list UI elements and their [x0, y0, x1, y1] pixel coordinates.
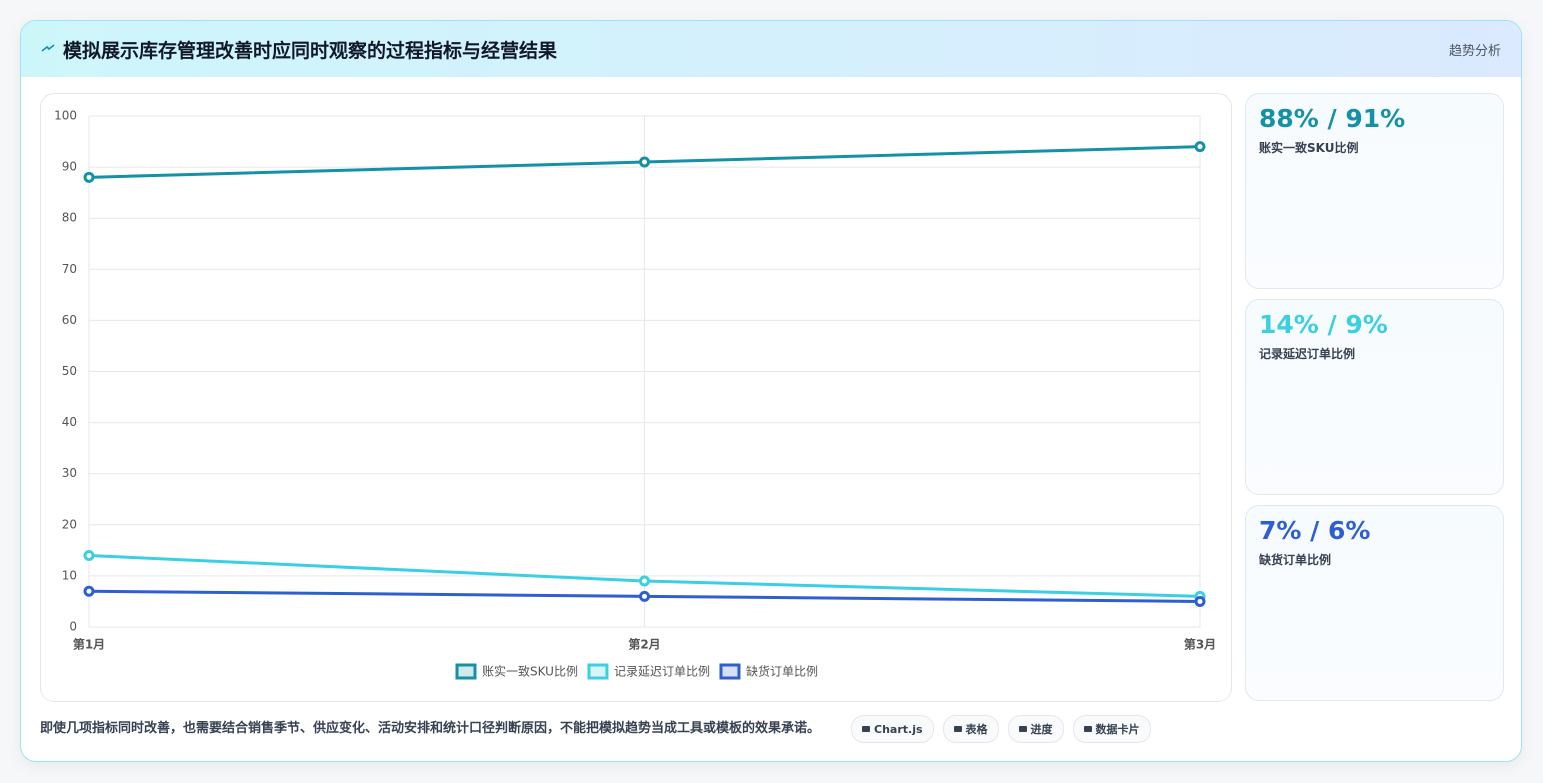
dashboard-card: 模拟展示库存管理改善时应同时观察的过程指标与经营结果 趋势分析 0 10 20 30 4…: [20, 20, 1522, 762]
kpi-value: 88% / 91%: [1259, 104, 1406, 133]
kpi-label: 记录延迟订单比例: [1259, 347, 1356, 361]
y-tick-label: 50: [62, 364, 77, 378]
badge-icon: [1018, 726, 1027, 732]
data-point: [639, 590, 650, 602]
title-icon: [41, 44, 55, 52]
legend-label: 缺货订单比例: [746, 664, 818, 679]
tag: 趋势分析: [1448, 44, 1501, 59]
y-tick-label: 80: [62, 211, 77, 225]
title: 模拟展示库存管理改善时应同时观察的过程指标与经营结果: [63, 40, 558, 62]
legend-swatch: [719, 663, 741, 680]
y-tick-label: 20: [62, 517, 77, 531]
badge-label: Chart.js: [874, 722, 923, 736]
y-tick-label: 100: [54, 109, 77, 123]
chart: 0 10 20 30 40 50 60 70 80 90 100 第1月 第2月 第3月账实一致SKU比例…: [54, 109, 1216, 680]
kpi-card: 14% / 9% 记录延迟订单比例: [1245, 299, 1504, 495]
kpi-card: 88% / 91% 账实一致SKU比例: [1245, 93, 1504, 289]
chart-panel: 0 10 20 30 40 50 60 70 80 90 100 第1月 第2月 第3月账实一致SKU比例…: [40, 93, 1232, 702]
badge-label: 进度: [1030, 723, 1053, 736]
data-point: [1194, 141, 1206, 153]
badge[interactable]: 进度: [1007, 715, 1064, 743]
legend-label: 账实一致SKU比例: [482, 664, 578, 679]
kpi-label: 账实一致SKU比例: [1259, 141, 1359, 155]
badge[interactable]: 数据卡片: [1072, 715, 1151, 743]
legend-swatch: [587, 663, 609, 680]
data-point: [83, 171, 95, 183]
badge-icon: [1083, 726, 1092, 732]
data-point: [83, 585, 95, 597]
kpi-label: 缺货订单比例: [1259, 553, 1332, 567]
y-tick-label: 90: [62, 160, 77, 174]
y-tick-label: 40: [62, 415, 77, 429]
badge-label: 数据卡片: [1095, 723, 1140, 736]
data-point: [639, 156, 650, 168]
legend-swatch: [455, 663, 477, 680]
footer-note: 即使几项指标同时改善，也需要结合销售季节、供应变化、活动安排和统计口径判断原因，…: [40, 721, 821, 736]
y-tick-label: 60: [62, 313, 77, 327]
badge-icon: [862, 726, 870, 732]
data-point: [83, 549, 95, 561]
kpi-value: 14% / 9%: [1259, 310, 1388, 339]
y-tick-label: 0: [69, 620, 77, 634]
badges: Chart.js 表格 进度 数据卡片: [851, 715, 1151, 743]
x-tick-label: 第3月: [1184, 637, 1216, 652]
data-point: [1194, 595, 1206, 607]
kpi-card: 7% / 6% 缺货订单比例: [1245, 505, 1504, 701]
data-point: [639, 575, 650, 587]
legend-label: 记录延迟订单比例: [614, 665, 710, 679]
y-tick-label: 10: [62, 568, 77, 582]
badge-label: 表格: [965, 723, 988, 736]
kpi-value: 7% / 6%: [1259, 516, 1371, 545]
header: 模拟展示库存管理改善时应同时观察的过程指标与经营结果 趋势分析: [21, 21, 1521, 77]
badge[interactable]: 表格: [942, 715, 999, 743]
badge-icon: [953, 726, 962, 732]
y-tick-label: 30: [62, 466, 77, 480]
x-tick-label: 第1月: [73, 637, 105, 652]
legend: 账实一致SKU比例 记录延迟订单比例 缺货订单比例: [455, 663, 818, 680]
x-tick-label: 第2月: [628, 637, 660, 652]
badge[interactable]: Chart.js: [851, 715, 934, 743]
y-tick-label: 70: [62, 262, 77, 276]
